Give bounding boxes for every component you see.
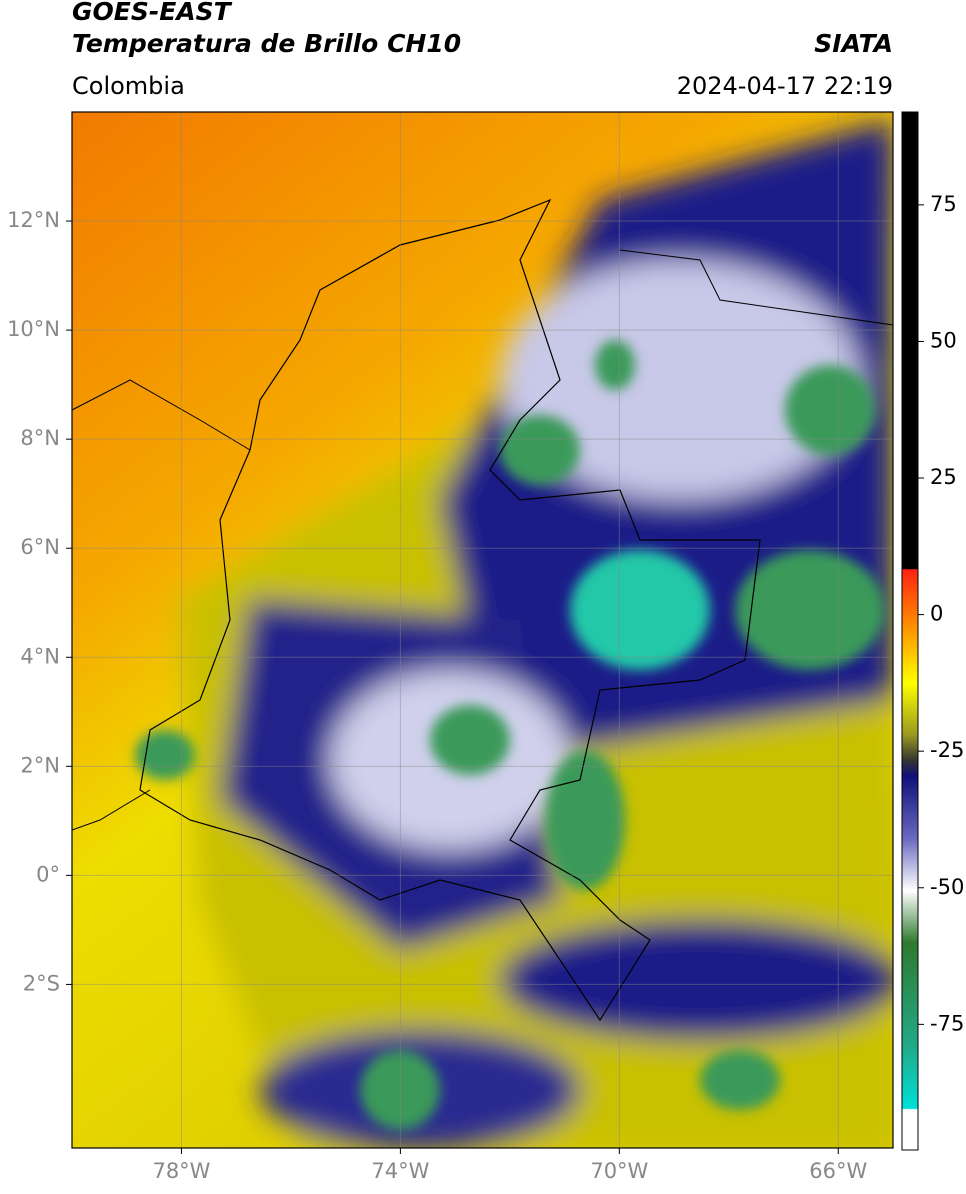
y-tick-label: 8°N [20, 426, 60, 450]
colorbar-label: -50 [930, 875, 964, 899]
timestamp: 2024-04-17 22:19 [677, 72, 893, 100]
colorbar-label: 25 [930, 465, 957, 489]
source: SIATA [814, 29, 893, 58]
satellite-image [72, 112, 893, 1148]
x-tick-label: 78°W [152, 1159, 210, 1183]
x-tick-label: 70°W [590, 1159, 648, 1183]
y-tick-label: 10°N [7, 317, 60, 341]
x-tick-label: 66°W [809, 1159, 867, 1183]
colorbar-label: 50 [930, 328, 957, 352]
map-frame [71, 111, 894, 1149]
subtitle: Temperatura de Brillo CH10 [72, 29, 461, 58]
y-tick-label: 2°S [23, 971, 60, 995]
y-tick-label: 6°N [20, 535, 60, 559]
colorbar [901, 111, 919, 1151]
y-tick-label: 12°N [7, 208, 60, 232]
colorbar-label: 75 [930, 192, 957, 216]
colorbar-label: 0 [930, 602, 943, 626]
colorbar-label: -25 [930, 738, 964, 762]
y-tick-label: 2°N [20, 753, 60, 777]
region: Colombia [72, 72, 185, 100]
y-tick-label: 4°N [20, 644, 60, 668]
title: GOES-EAST [72, 0, 233, 26]
x-tick-label: 74°W [371, 1159, 429, 1183]
colorbar-label: -75 [930, 1011, 964, 1035]
y-tick-label: 0° [36, 862, 60, 886]
